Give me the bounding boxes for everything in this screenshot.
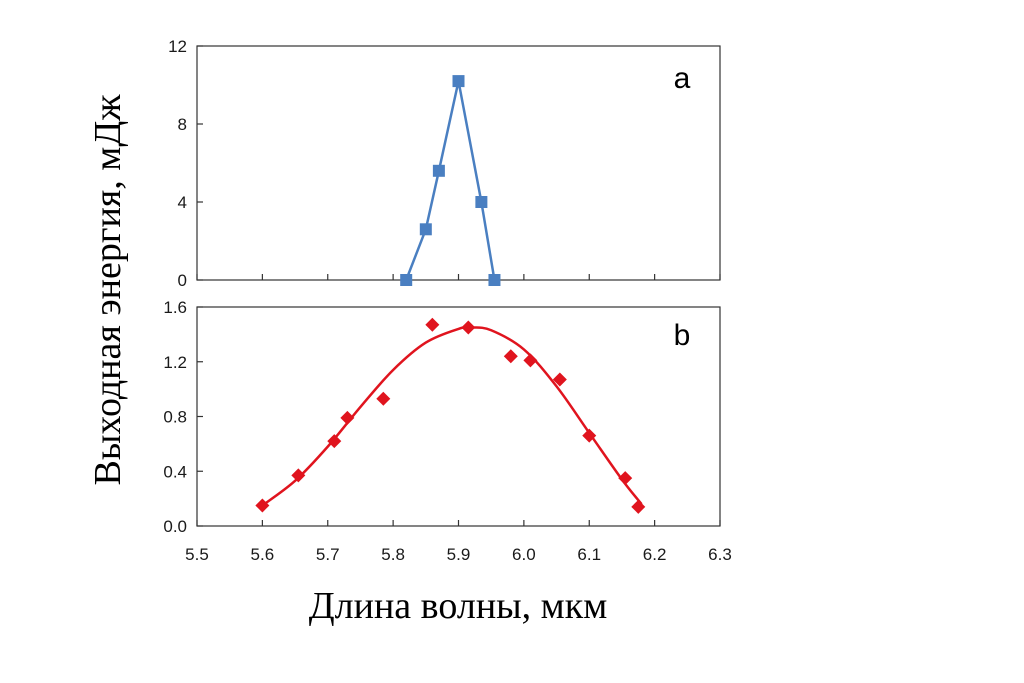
fit-curve (261, 325, 643, 507)
x-tick-label: 5.7 (316, 545, 340, 564)
data-point (452, 75, 465, 88)
panel-a: 0 4 8 12 a (168, 37, 721, 290)
x-tick-label: 5.5 (185, 545, 209, 564)
data-point (523, 353, 538, 368)
data-point (291, 468, 306, 483)
y-tick-label: 12 (168, 37, 187, 56)
data-point (461, 320, 476, 335)
data-point (475, 196, 488, 208)
data-point (488, 274, 501, 286)
data-point (432, 164, 445, 177)
x-tick-label: 6.3 (708, 545, 732, 564)
x-tick-label: 5.8 (381, 545, 405, 564)
y-tick-label: 0.0 (163, 517, 187, 536)
panel-b: 0.0 0.4 0.8 1.2 1.6 5.5 5.6 5.7 5.8 5.9 6.0 6.1 6.2 6… (163, 298, 731, 564)
x-tick-label: 6.0 (512, 545, 536, 564)
x-tick-label: 5.6 (251, 545, 275, 564)
data-point (425, 317, 440, 332)
data-point (631, 499, 646, 514)
series-line (405, 80, 496, 281)
x-axis-title: Длина волны, мкм (309, 585, 608, 627)
y-tick-label: 0.4 (163, 462, 187, 481)
data-point (376, 391, 391, 406)
panel-label: b (674, 319, 691, 352)
x-tick-label: 5.9 (447, 545, 471, 564)
panel-label: a (674, 62, 691, 95)
y-tick-label: 8 (178, 115, 187, 134)
y-axis-title: Выходная энергия, мДж (87, 94, 129, 486)
y-tick-label: 1.2 (163, 353, 187, 372)
data-point (552, 372, 567, 387)
data-point (419, 223, 432, 236)
data-point (618, 471, 633, 486)
y-tick-label: 0.8 (163, 408, 187, 427)
data-point (327, 434, 342, 449)
y-tick-label: 0 (178, 271, 187, 290)
plot-frame (196, 306, 721, 527)
x-tick-label: 6.2 (643, 545, 667, 564)
y-tick-label: 1.6 (163, 298, 187, 317)
data-point (340, 410, 355, 425)
data-point (582, 428, 597, 443)
x-tick-label: 6.1 (577, 545, 601, 564)
data-point (255, 498, 270, 513)
data-point (503, 349, 518, 364)
data-point (400, 274, 413, 286)
y-tick-label: 4 (178, 193, 187, 212)
